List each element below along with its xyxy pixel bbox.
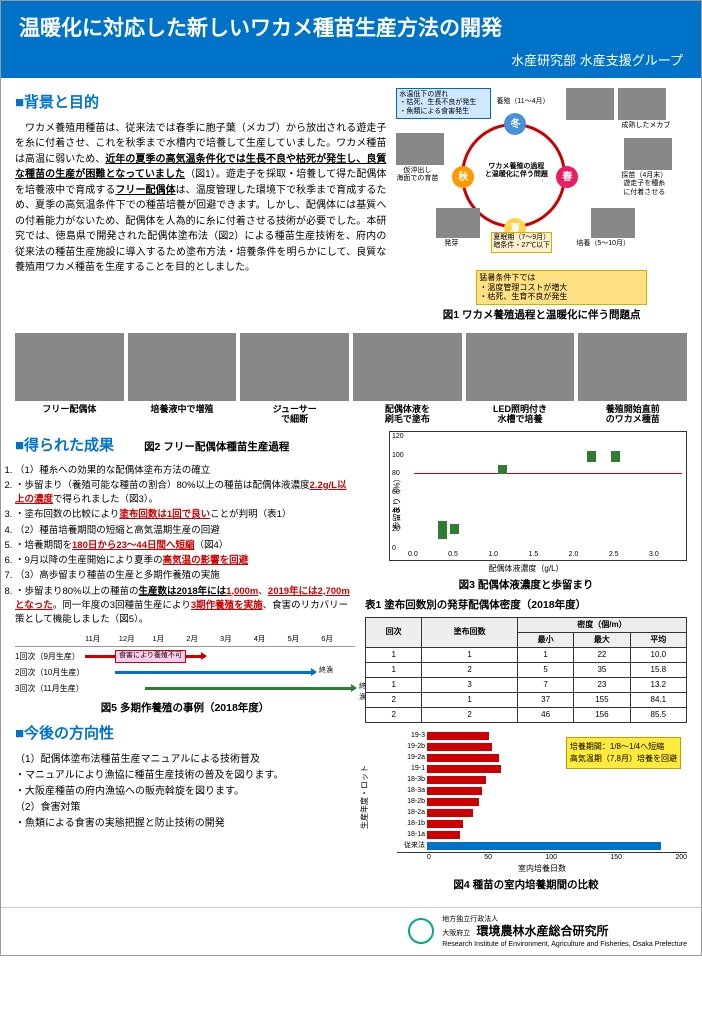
process-photo [15,333,124,401]
header: 温暖化に対応した新しいワカメ種苗生産方法の開発 水産研究部 水産支援グループ [1,1,701,78]
fig4-note: 培養期間：1/8～1/4へ短縮 高気温期（7,8月）培養を回避 [566,737,681,769]
fig1-photo [591,208,635,238]
fig2-caption: 図2 フリー配偶体種苗生産過程 [144,440,289,456]
process-photo [578,333,687,401]
fig1-photo [566,88,614,120]
footer-logo-icon [408,918,434,944]
photo-label: フリー配偶体 [15,404,124,415]
photo-label: LED照明付き水槽で培養 [466,404,575,426]
subtitle: 水産研究部 水産支援グループ [19,51,683,71]
process-photo [240,333,349,401]
process-photo [353,333,462,401]
fig1-photo [624,138,672,170]
photo-label: 配偶体液を刷毛で塗布 [353,404,462,426]
fig1-photo [618,88,666,120]
fig1-bottombox: 猛暑条件下では ・温度管理コストが増大 ・枯死、生育不良が発生 [476,270,647,305]
section-results-heading: ■得られた成果 [15,435,114,458]
fig5-timeline: 11月12月1月2月3月4月5月6月 1回次（9月生産）食害により養殖不可2回次… [15,631,355,697]
table1: 回次塗布回数密度（個/m）最小最大平均1112210.01253515.8137… [365,617,687,723]
fig5-caption: 図5 多期作養殖の事例（2018年度） [15,701,355,717]
process-photo [466,333,575,401]
fig1-photo [436,208,480,238]
fig1-diagram: 水温低下の遅れ ・枯死、生長不良が発生 ・魚類による食害発生 養殖（11～4月）… [396,88,687,268]
fig3-caption: 図3 配偶体液濃度と歩留まり [365,578,687,594]
table1-caption: 表1 塗布回数別の発芽配偶体密度（2018年度） [365,598,687,614]
background-text: ワカメ養殖用種苗は、従来法では春季に胞子葉（メカブ）から放出される遊走子を糸に付… [15,121,386,276]
title: 温暖化に対応した新しいワカメ種苗生産方法の開発 [19,13,683,45]
footer: 地方独立行政法人 大阪府立 環境農林水産総合研究所 Research Insti… [1,907,701,955]
photo-row: フリー配偶体培養液中で増殖ジューサーで細断配偶体液を刷毛で塗布LED照明付き水槽… [15,333,687,426]
process-photo [128,333,237,401]
photo-label: ジューサーで細断 [240,404,349,426]
fig1-photo [396,133,444,165]
fig4-caption: 図4 種苗の室内培養期間の比較 [365,878,687,894]
fig3-chart: 0.00.51.01.52.02.53.0020406080100120歩留まり… [389,431,687,561]
fig1-caption: 図1 ワカメ養殖過程と温暖化に伴う問題点 [396,308,687,324]
section-future-heading: ■今後の方向性 [15,723,355,746]
future-list: （1）配偶体塗布法種苗生産マニュアルによる技術普及・マニュアルにより漁協に種苗生… [15,752,355,832]
results-list: （1）種糸への効果的な配偶体塗布方法の確立・歩留まり（養殖可能な種苗の割合）80… [15,464,355,628]
photo-label: 養殖開始直前のワカメ種苗 [578,404,687,426]
photo-label: 培養液中で増殖 [128,404,237,415]
section-background-heading: ■背景と目的 [15,92,386,115]
fig1-topbox: 水温低下の遅れ ・枯死、生長不良が発生 ・魚類による食害発生 [396,88,491,119]
